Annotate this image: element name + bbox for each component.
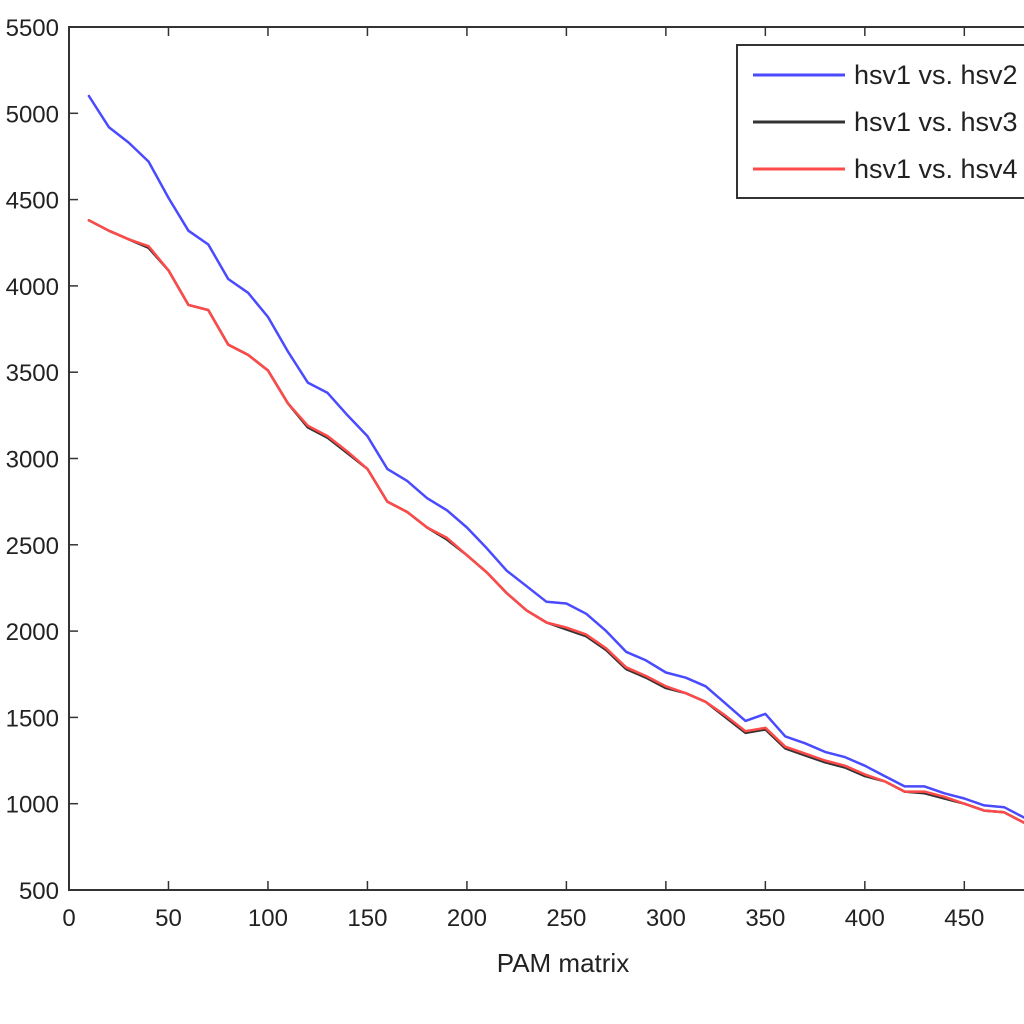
series-line-3 [87,219,1024,824]
x-tick-label: 200 [447,905,487,932]
legend-label-2: hsv1 vs. hsv3 [854,107,1018,137]
x-tick-label: 450 [944,905,984,932]
x-axis-title: PAM matrix [497,948,629,978]
series-lines [87,94,1024,824]
y-tick-label: 2500 [6,533,59,560]
y-tick-label: 1000 [6,792,59,819]
y-tick-label: 5000 [6,101,59,128]
legend-label-3: hsv1 vs. hsv4 [854,154,1018,184]
x-tick-label: 250 [546,905,586,932]
x-tick-label: 150 [347,905,387,932]
y-tick-label: 500 [19,878,59,905]
x-tick-label: 400 [845,905,885,932]
x-tick-label: 100 [248,905,288,932]
legend: hsv1 vs. hsv2 hsv1 vs. hsv3 hsv1 vs. hsv4 [736,44,1024,199]
axes: 0 50 100 150 200 250 300 350 400 450 500 1000 1500 20… [6,15,985,932]
y-tick-label: 4500 [6,188,59,215]
y-tick-label: 4000 [6,274,59,301]
x-tick-label: 350 [745,905,785,932]
series-line-1 [87,94,1024,819]
x-tick-label: 0 [62,905,75,932]
y-tick-label: 3000 [6,447,59,474]
y-tick-label: 1500 [6,705,59,732]
x-tick-label: 300 [646,905,686,932]
y-tick-label: 2000 [6,619,59,646]
legend-label-1: hsv1 vs. hsv2 [854,60,1018,90]
y-tick-label: 5500 [6,15,59,42]
y-tick-label: 3500 [6,360,59,387]
x-tick-label: 50 [155,905,182,932]
